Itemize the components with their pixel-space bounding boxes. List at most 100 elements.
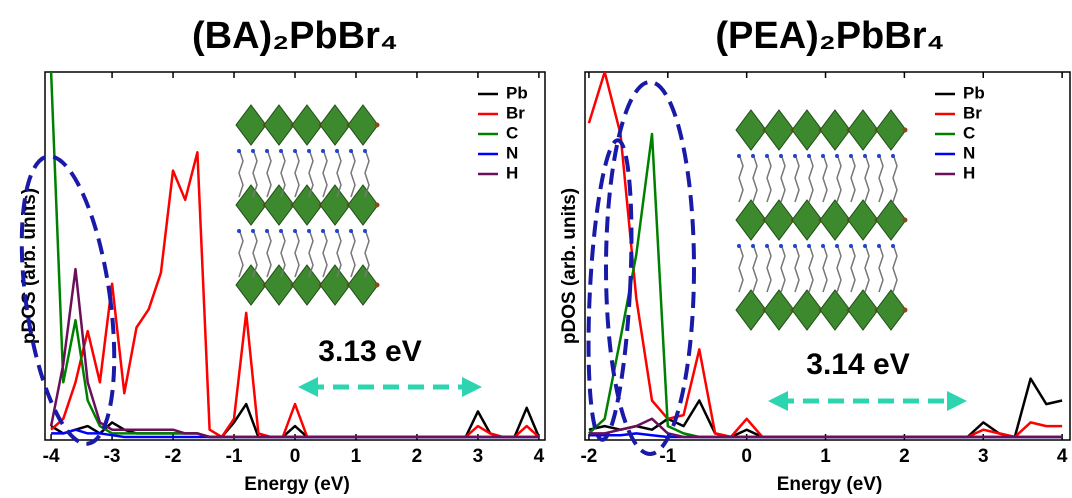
n-atom [765,244,769,248]
x-tick-label: -4 [43,446,60,467]
organic-chain [767,244,771,292]
organic-chain [267,149,271,197]
n-atom [779,244,783,248]
legend-label: Br [506,103,525,122]
octahedron [736,290,766,330]
n-atom [751,154,755,158]
organic-chain [295,229,299,277]
n-atom [779,154,783,158]
atom [903,308,908,313]
n-atom [849,244,853,248]
organic-chain [795,154,799,202]
organic-chain [809,154,813,202]
x-tick-label: 0 [290,446,301,467]
figure: (BA)₂PbBr₄Energy (eV)pDOS (arb. units)-4… [0,0,1072,498]
organic-chain [851,154,855,202]
n-atom [891,244,895,248]
legend-label: C [506,123,518,142]
n-atom [265,229,269,233]
atom [903,128,908,133]
x-axis-label: Energy (eV) [777,474,883,495]
organic-chain [739,154,743,202]
organic-chain [781,244,785,292]
octahedron [764,110,794,150]
x-tick-label: 3 [978,446,989,467]
octahedron [876,110,906,150]
chart-title: (PEA)₂PbBr₄ [715,15,944,57]
organic-chain [267,229,271,277]
x-tick-label: 1 [820,446,831,467]
n-atom [321,149,325,153]
octahedron [236,105,266,145]
n-atom [237,229,241,233]
octahedron [848,110,878,150]
n-atom [751,244,755,248]
n-atom [251,229,255,233]
x-tick-label: 2 [412,446,423,467]
organic-chain [753,244,757,292]
n-atom [877,154,881,158]
n-atom [363,229,367,233]
octahedron [792,200,822,240]
n-atom [891,154,895,158]
n-atom [807,244,811,248]
organic-chain [323,229,327,277]
n-atom [807,154,811,158]
organic-chain [837,244,841,292]
legend-label: Pb [506,83,528,102]
organic-chain [879,244,883,292]
n-atom [863,154,867,158]
octahedron [848,290,878,330]
organic-chain [893,244,897,292]
n-atom [793,244,797,248]
n-atom [821,244,825,248]
atom [903,218,908,223]
n-atom [835,154,839,158]
octahedron [792,290,822,330]
octahedron [292,105,322,145]
x-tick-label: 4 [534,446,545,467]
n-atom [849,154,853,158]
x-tick-label: 0 [741,446,752,467]
x-tick-label: -2 [580,446,597,467]
legend-label: H [506,163,518,182]
organic-chain [809,244,813,292]
highlight-ellipse [606,82,694,454]
x-tick-label: -2 [165,446,182,467]
organic-chain [851,244,855,292]
n-atom [349,229,353,233]
octahedron [876,290,906,330]
x-tick-label: -1 [659,446,676,467]
octahedron [264,105,294,145]
n-atom [363,149,367,153]
organic-chain [781,154,785,202]
n-atom [349,149,353,153]
octahedron [320,105,350,145]
n-atom [279,229,283,233]
organic-chain [837,154,841,202]
organic-chain [865,244,869,292]
legend-label: H [963,163,975,182]
gap-label: 3.13 eV [318,335,421,368]
octahedron [736,110,766,150]
organic-chain [351,149,355,197]
pdos-line [51,269,539,437]
legend-label: Pb [963,83,985,102]
n-atom [321,229,325,233]
n-atom [237,149,241,153]
n-atom [335,229,339,233]
pdos-line [51,404,539,437]
octahedron [820,290,850,330]
x-tick-label: 3 [473,446,484,467]
legend-label: N [506,143,518,162]
organic-chain [795,244,799,292]
organic-chain [739,244,743,292]
n-atom [307,229,311,233]
structure-inset [236,105,380,305]
x-axis-label: Energy (eV) [244,474,350,495]
organic-chain [865,154,869,202]
x-tick-label: -3 [104,446,121,467]
x-tick-label: 2 [899,446,910,467]
octahedron [736,200,766,240]
octahedron [820,110,850,150]
